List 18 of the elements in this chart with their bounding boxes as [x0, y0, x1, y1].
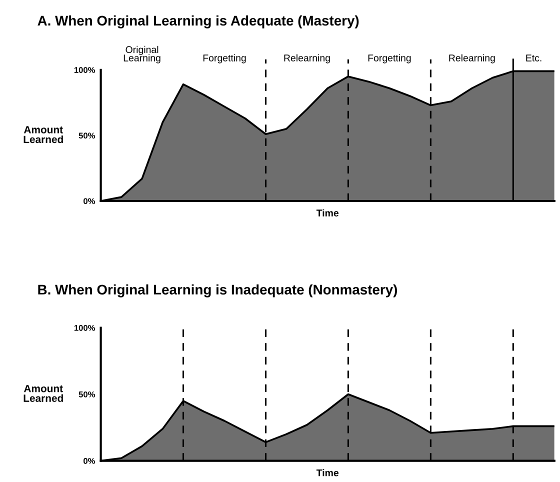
text: Etc.	[526, 54, 542, 62]
text: Forgetting	[203, 54, 246, 64]
text: Relearning	[449, 54, 495, 64]
y-tick-label: 50%	[78, 132, 96, 139]
text: Relearning	[284, 54, 330, 64]
x-axis-title: Time	[316, 469, 339, 476]
chart-title: B. When Original Learning is Inadequate (Nonmastery)	[38, 284, 397, 298]
y-tick-label: 0%	[84, 458, 96, 464]
x-axis-title: Time	[316, 209, 339, 216]
y-tick-label: 0%	[84, 198, 96, 204]
y-tick-label: 100%	[74, 67, 96, 73]
chart-title: A. When Original Learning is Adequate (Mastery)	[38, 15, 359, 28]
y-axis-title: Amount Learned	[24, 126, 63, 144]
y-tick-label: 100%	[74, 324, 96, 331]
text: Forgetting	[368, 54, 411, 64]
text: Original Learning	[124, 46, 160, 64]
y-axis-title: Amount Learned	[24, 384, 63, 402]
y-tick-label: 50%	[78, 391, 96, 398]
